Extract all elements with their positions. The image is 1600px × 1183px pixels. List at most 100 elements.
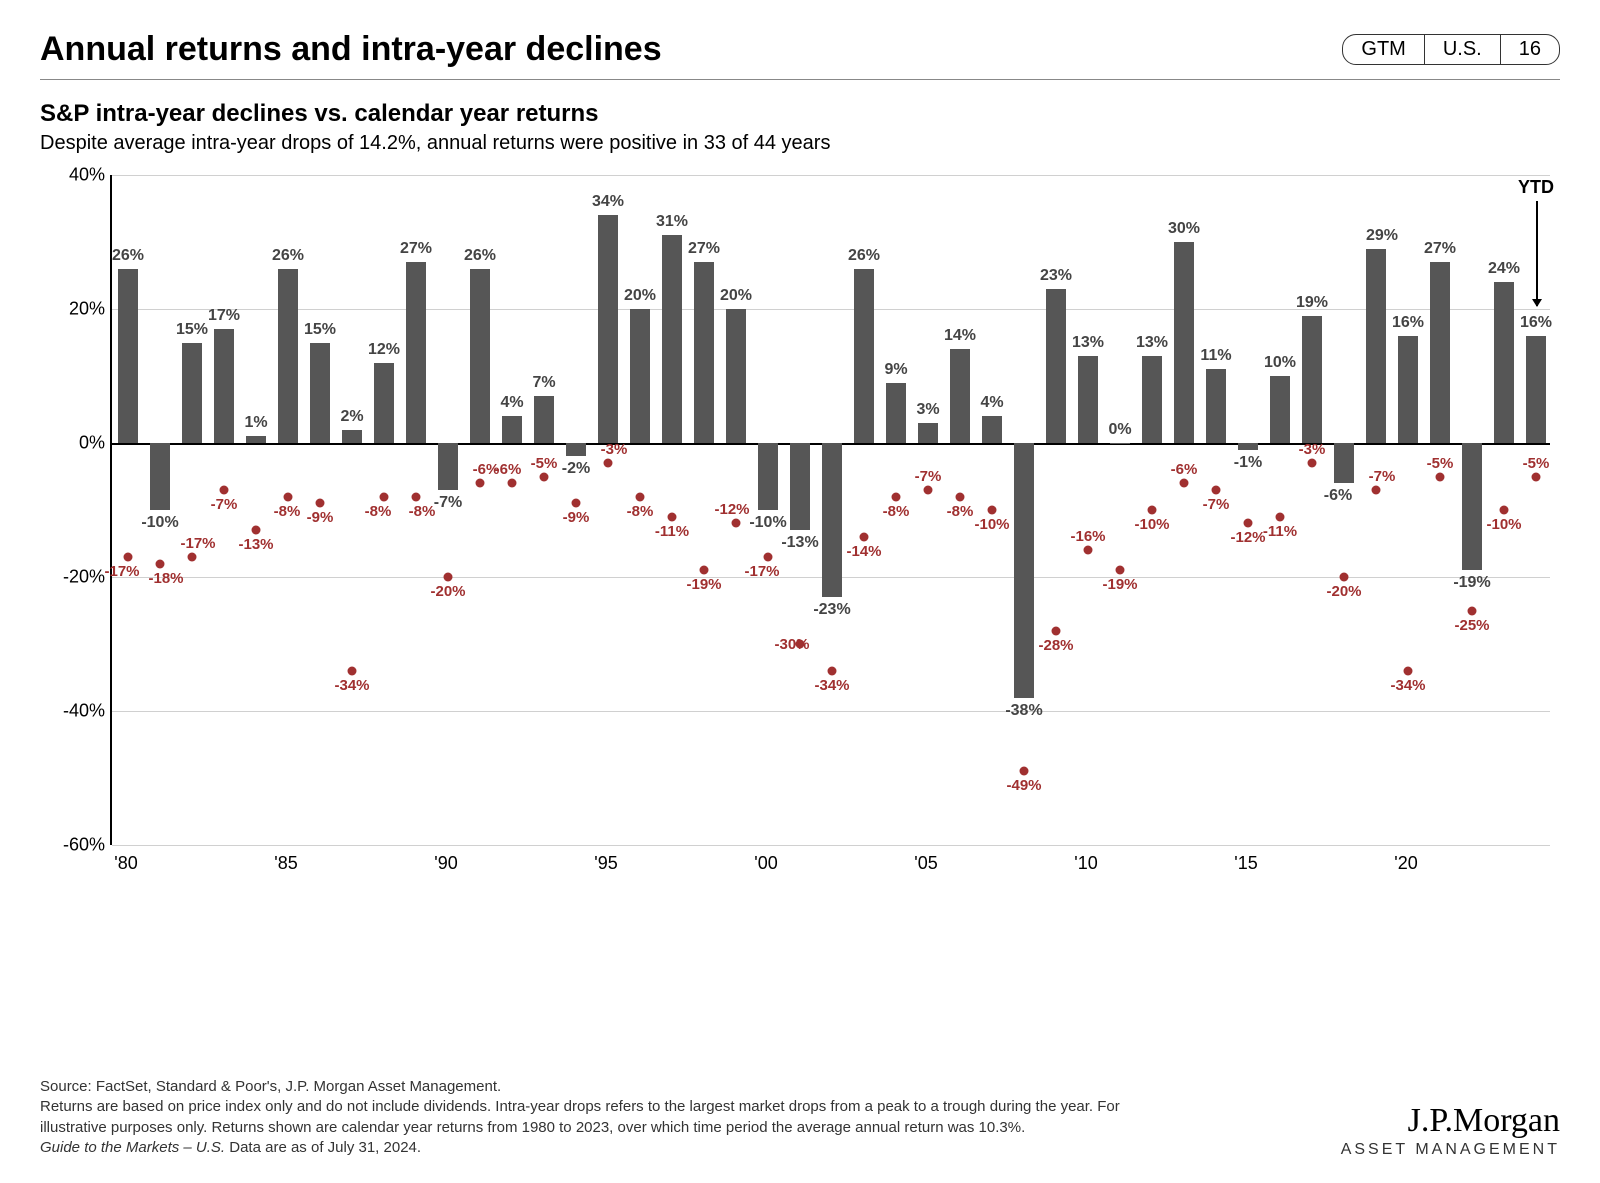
decline-dot [1212, 485, 1221, 494]
return-bar-label: 15% [176, 321, 208, 339]
decline-dot [1372, 485, 1381, 494]
decline-dot [412, 492, 421, 501]
footer-guide-rest: Data are as of July 31, 2024. [225, 1139, 421, 1156]
brand-sub: ASSET MANAGEMENT [1341, 1142, 1560, 1158]
return-bar-label: -2% [562, 460, 590, 478]
return-bar [598, 215, 617, 443]
return-bar-label: 20% [720, 287, 752, 305]
decline-dot [124, 552, 133, 561]
decline-dot [604, 459, 613, 468]
decline-dot-label: -10% [1134, 516, 1169, 533]
decline-dot [156, 559, 165, 568]
x-tick-label: '05 [914, 853, 937, 874]
footer-source: Source: FactSet, Standard & Poor's, J.P.… [40, 1077, 1180, 1097]
decline-dot [1436, 472, 1445, 481]
return-bar [374, 363, 393, 443]
return-bar [886, 383, 905, 443]
return-bar-label: 34% [592, 193, 624, 211]
decline-dot-label: -5% [531, 455, 558, 472]
return-bar [182, 343, 201, 444]
decline-dot [1532, 472, 1541, 481]
footer-notes: Returns are based on price index only an… [40, 1097, 1180, 1138]
return-bar [278, 269, 297, 443]
decline-dot-label: -8% [274, 503, 301, 520]
return-bar [1142, 356, 1161, 443]
decline-dot [1084, 546, 1093, 555]
ytd-arrow-icon [1536, 201, 1538, 306]
decline-dot-label: -20% [430, 583, 465, 600]
decline-dot-label: -49% [1006, 777, 1041, 794]
return-bar [342, 430, 361, 443]
return-bar [214, 329, 233, 443]
footer-guide-italic: Guide to the Markets – U.S. [40, 1139, 225, 1156]
return-bar [726, 309, 745, 443]
return-bar [630, 309, 649, 443]
return-bar [118, 269, 137, 443]
return-bar-label: 3% [916, 401, 939, 419]
return-bar-label: 29% [1366, 227, 1398, 245]
decline-dot [1020, 767, 1029, 776]
return-bar [1110, 443, 1129, 444]
x-tick-label: '00 [754, 853, 777, 874]
decline-dot-label: -8% [365, 503, 392, 520]
decline-dot [188, 552, 197, 561]
decline-dot [1116, 566, 1125, 575]
decline-dot-label: -34% [814, 677, 849, 694]
return-bar [694, 262, 713, 443]
decline-dot [1276, 512, 1285, 521]
decline-dot [476, 479, 485, 488]
decline-dot [892, 492, 901, 501]
footer-guide: Guide to the Markets – U.S. Data are as … [40, 1138, 1180, 1158]
return-bar-label: -10% [749, 514, 786, 532]
decline-dot [316, 499, 325, 508]
footer-text: Source: FactSet, Standard & Poor's, J.P.… [40, 1077, 1180, 1158]
return-bar-label: 26% [272, 247, 304, 265]
return-bar-label: -7% [434, 494, 462, 512]
decline-dot-label: -12% [1230, 529, 1265, 546]
pill-region: U.S. [1425, 35, 1501, 64]
return-bar [662, 235, 681, 443]
return-bar-label: 14% [944, 327, 976, 345]
return-bar-label: 17% [208, 307, 240, 325]
pill-gtm: GTM [1343, 35, 1424, 64]
decline-dot-label: -16% [1070, 528, 1105, 545]
return-bar-label: 10% [1264, 354, 1296, 372]
decline-dot [924, 485, 933, 494]
decline-dot [1052, 626, 1061, 635]
return-bar-label: 27% [1424, 240, 1456, 258]
return-bar [950, 349, 969, 443]
return-bar [1014, 443, 1033, 698]
return-bar-label: 16% [1392, 314, 1424, 332]
decline-dot [668, 512, 677, 521]
decline-dot [700, 566, 709, 575]
x-tick-label: '10 [1074, 853, 1097, 874]
return-bar [566, 443, 585, 456]
x-tick-label: '85 [274, 853, 297, 874]
return-bar [1366, 249, 1385, 443]
decline-dot-label: -8% [409, 503, 436, 520]
brand: J.P.Morgan ASSET MANAGEMENT [1341, 1104, 1560, 1158]
return-bar-label: 12% [368, 341, 400, 359]
return-bar-label: 26% [848, 247, 880, 265]
page-title: Annual returns and intra-year declines [40, 30, 662, 69]
return-bar-label: 30% [1168, 220, 1200, 238]
y-tick-label: 40% [50, 165, 105, 186]
decline-dot-label: -20% [1326, 583, 1361, 600]
decline-dot-label: -34% [1390, 677, 1425, 694]
decline-dot-label: -10% [1486, 516, 1521, 533]
return-bar-label: -1% [1234, 454, 1262, 472]
y-tick-label: -20% [50, 567, 105, 588]
decline-dot [988, 506, 997, 515]
decline-dot-label: -7% [1203, 496, 1230, 513]
decline-dot [636, 492, 645, 501]
return-bar [822, 443, 841, 597]
x-tick-label: '15 [1234, 853, 1257, 874]
decline-dot [1308, 459, 1317, 468]
return-bar [502, 416, 521, 443]
x-tick-label: '20 [1394, 853, 1417, 874]
chart-subtitle: Despite average intra-year drops of 14.2… [40, 132, 1560, 155]
return-bar [1302, 316, 1321, 443]
return-bar-label: 2% [340, 408, 363, 426]
decline-dot-label: -3% [601, 441, 628, 458]
decline-dot-label: -6% [495, 461, 522, 478]
